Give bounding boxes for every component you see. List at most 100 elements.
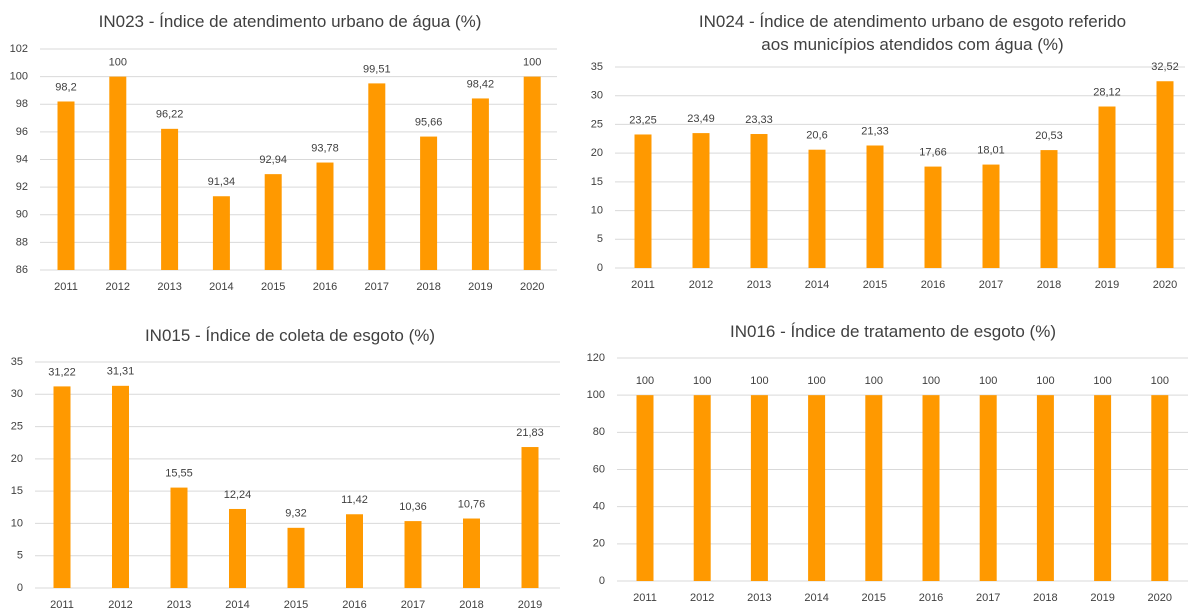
bar bbox=[420, 136, 438, 270]
data-label: 95,66 bbox=[415, 116, 443, 128]
bar bbox=[1151, 395, 1169, 581]
y-tick-label: 100 bbox=[587, 389, 605, 401]
y-tick-label: 30 bbox=[11, 388, 23, 400]
x-tick-label: 2018 bbox=[1037, 279, 1061, 291]
x-tick-label: 2020 bbox=[520, 281, 544, 293]
data-label: 99,51 bbox=[363, 63, 391, 75]
x-tick-label: 2019 bbox=[518, 599, 542, 611]
bar bbox=[161, 128, 179, 270]
bar bbox=[346, 514, 363, 588]
x-tick-label: 2019 bbox=[468, 281, 492, 293]
x-tick-label: 2015 bbox=[862, 592, 886, 604]
y-tick-label: 0 bbox=[17, 582, 23, 594]
bar bbox=[636, 395, 654, 581]
bar bbox=[229, 508, 246, 588]
data-label: 100 bbox=[523, 57, 541, 69]
y-tick-label: 20 bbox=[591, 147, 603, 159]
y-tick-label: 90 bbox=[16, 209, 28, 221]
bar bbox=[463, 518, 480, 588]
x-tick-label: 2011 bbox=[54, 281, 78, 293]
y-tick-label: 102 bbox=[10, 43, 28, 55]
x-tick-label: 2018 bbox=[1033, 592, 1057, 604]
bar bbox=[1098, 106, 1116, 268]
x-tick-label: 2011 bbox=[631, 279, 655, 291]
bar bbox=[634, 134, 652, 268]
data-label: 92,94 bbox=[259, 154, 287, 166]
x-tick-label: 2016 bbox=[342, 599, 366, 611]
data-label: 100 bbox=[979, 375, 997, 387]
bar bbox=[979, 395, 997, 581]
data-label: 23,49 bbox=[687, 113, 715, 125]
bar bbox=[1156, 81, 1174, 269]
chart-title: IN024 - Índice de atendimento urbano de … bbox=[698, 12, 1127, 54]
bar bbox=[53, 386, 71, 588]
x-tick-label: 2016 bbox=[921, 279, 945, 291]
x-tick-label: 2013 bbox=[157, 281, 181, 293]
x-tick-label: 2020 bbox=[1153, 279, 1177, 291]
bar bbox=[693, 395, 711, 581]
x-tick-label: 2020 bbox=[1148, 592, 1172, 604]
bar bbox=[521, 447, 539, 588]
bar bbox=[692, 133, 710, 268]
data-label: 10,36 bbox=[399, 501, 427, 513]
data-label: 31,31 bbox=[107, 366, 135, 378]
x-tick-label: 2017 bbox=[979, 279, 1003, 291]
bar bbox=[316, 162, 334, 270]
y-tick-label: 0 bbox=[599, 575, 605, 587]
y-tick-label: 0 bbox=[597, 262, 603, 274]
data-label: 100 bbox=[109, 57, 127, 69]
y-tick-label: 80 bbox=[593, 426, 605, 438]
x-tick-label: 2017 bbox=[976, 592, 1000, 604]
bar bbox=[1094, 395, 1112, 581]
bar bbox=[368, 83, 386, 270]
data-label: 100 bbox=[1093, 375, 1111, 387]
bar bbox=[523, 76, 541, 270]
x-tick-label: 2016 bbox=[313, 281, 337, 293]
bar bbox=[287, 527, 305, 588]
data-label: 93,78 bbox=[311, 142, 339, 154]
data-label: 20,6 bbox=[806, 130, 827, 142]
data-label: 12,24 bbox=[224, 489, 252, 501]
x-tick-label: 2018 bbox=[416, 281, 440, 293]
data-label: 100 bbox=[807, 375, 825, 387]
y-tick-label: 10 bbox=[591, 204, 603, 216]
bar bbox=[112, 385, 129, 588]
x-tick-label: 2019 bbox=[1095, 279, 1119, 291]
bar bbox=[170, 487, 188, 588]
x-tick-label: 2018 bbox=[459, 599, 483, 611]
y-tick-label: 25 bbox=[11, 420, 23, 432]
x-tick-label: 2016 bbox=[919, 592, 943, 604]
data-label: 17,66 bbox=[919, 146, 947, 158]
y-tick-label: 86 bbox=[16, 264, 28, 276]
y-tick-label: 35 bbox=[11, 356, 23, 368]
y-tick-label: 30 bbox=[591, 90, 603, 102]
y-tick-label: 15 bbox=[591, 176, 603, 188]
x-tick-label: 2017 bbox=[365, 281, 389, 293]
bar bbox=[1036, 395, 1054, 581]
y-tick-label: 10 bbox=[11, 517, 23, 529]
data-label: 100 bbox=[1036, 375, 1054, 387]
x-tick-label: 2011 bbox=[50, 599, 74, 611]
x-tick-label: 2015 bbox=[863, 279, 887, 291]
bar bbox=[57, 101, 75, 270]
y-tick-label: 5 bbox=[17, 550, 23, 562]
bar bbox=[1040, 150, 1058, 268]
y-tick-label: 20 bbox=[11, 453, 23, 465]
x-tick-label: 2012 bbox=[106, 281, 130, 293]
bar bbox=[404, 521, 422, 588]
x-tick-label: 2019 bbox=[1090, 592, 1114, 604]
data-label: 100 bbox=[865, 375, 883, 387]
data-label: 28,12 bbox=[1093, 86, 1121, 98]
data-label: 100 bbox=[636, 375, 654, 387]
data-label: 15,55 bbox=[165, 467, 193, 479]
bar bbox=[264, 174, 282, 270]
data-label: 20,53 bbox=[1035, 130, 1063, 142]
data-label: 32,52 bbox=[1151, 61, 1179, 73]
data-label: 31,22 bbox=[48, 366, 76, 378]
data-label: 100 bbox=[750, 375, 768, 387]
y-tick-label: 40 bbox=[593, 501, 605, 513]
data-label: 91,34 bbox=[208, 176, 236, 188]
x-tick-label: 2015 bbox=[284, 599, 308, 611]
